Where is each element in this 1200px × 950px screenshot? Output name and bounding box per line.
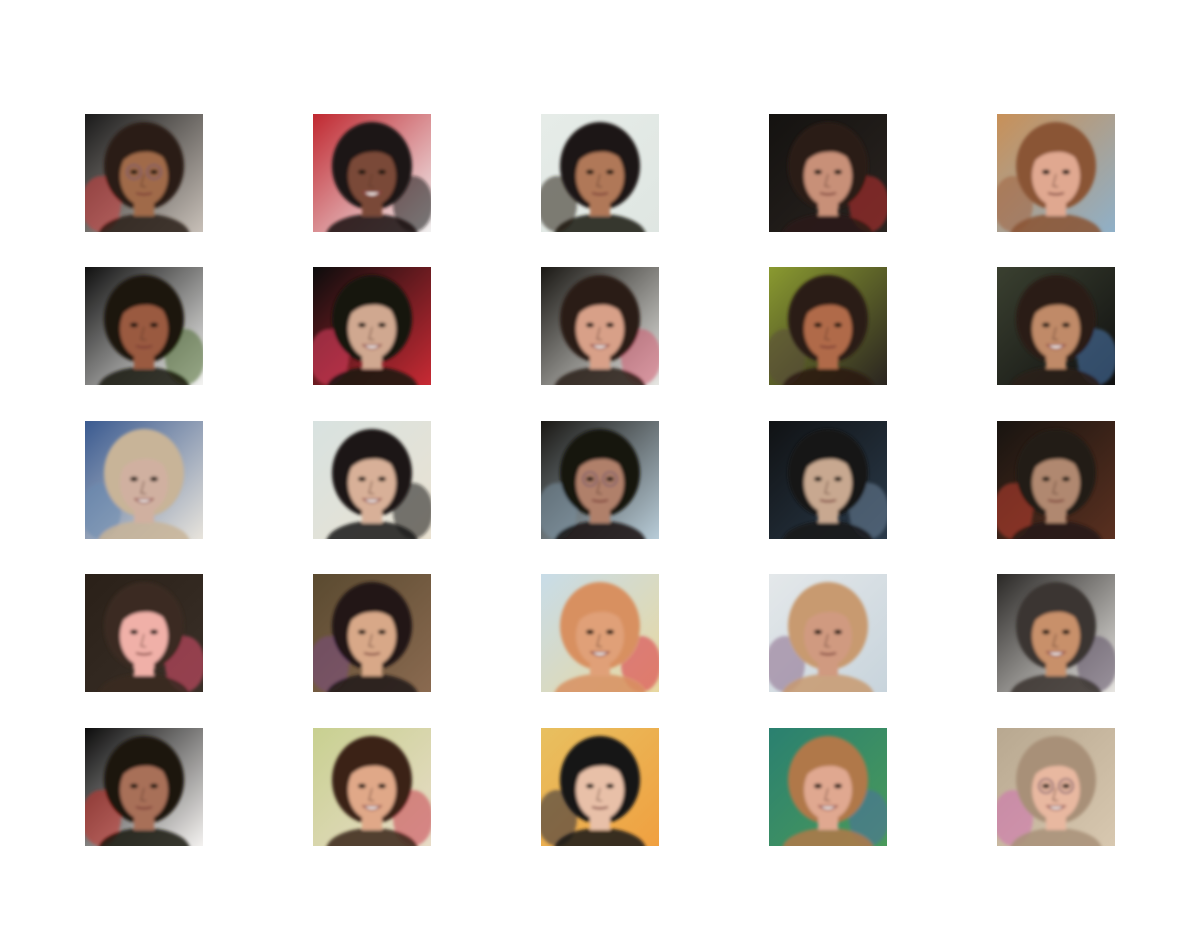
face-sample-4-3	[541, 574, 659, 692]
face-sample-4-2	[313, 574, 431, 692]
face-sample-5-4	[769, 728, 887, 846]
face-sample-3-5	[997, 421, 1115, 539]
face-sample-4-1	[85, 574, 203, 692]
face-sample-1-5	[997, 114, 1115, 232]
face-sample-5-2	[313, 728, 431, 846]
face-sample-2-1	[85, 267, 203, 385]
face-sample-1-3	[541, 114, 659, 232]
face-sample-2-5	[997, 267, 1115, 385]
face-sample-1-1	[85, 114, 203, 232]
face-sample-3-3	[541, 421, 659, 539]
face-sample-3-1	[85, 421, 203, 539]
face-sample-4-5	[997, 574, 1115, 692]
face-sample-2-4	[769, 267, 887, 385]
face-sample-3-4	[769, 421, 887, 539]
face-sample-4-4	[769, 574, 887, 692]
face-sample-1-2	[313, 114, 431, 232]
face-sample-2-2	[313, 267, 431, 385]
face-sample-2-3	[541, 267, 659, 385]
face-sample-5-5	[997, 728, 1115, 846]
face-sample-5-3	[541, 728, 659, 846]
face-sample-5-1	[85, 728, 203, 846]
face-sample-3-2	[313, 421, 431, 539]
face-sample-1-4	[769, 114, 887, 232]
